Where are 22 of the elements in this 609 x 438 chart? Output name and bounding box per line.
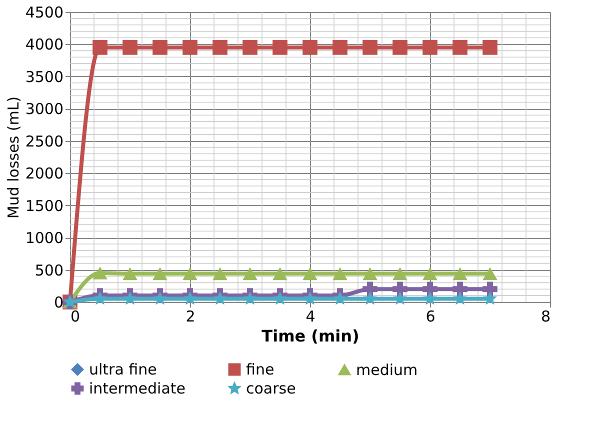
x-tick-label: 2 <box>186 308 196 326</box>
y-tick-label: 1000 <box>25 229 64 248</box>
x-tick-label: 0 <box>70 308 80 326</box>
y-tick-label: 3000 <box>25 100 64 118</box>
y-tick-label: 0 <box>54 294 64 312</box>
x-tick-label: 6 <box>426 308 436 326</box>
x-tick-label: 4 <box>306 308 316 326</box>
y-tick-label: 500 <box>34 261 64 280</box>
x-axis-title: Time (min) <box>262 326 360 346</box>
y-axis-title: Mud losses (mL) <box>4 96 22 219</box>
y-tick-label: 2000 <box>25 164 64 183</box>
legend-label: intermediate <box>89 380 186 398</box>
y-tick-label: 4000 <box>25 36 64 54</box>
y-tick-label: 1500 <box>25 196 64 215</box>
y-tick-label: 2500 <box>25 132 64 150</box>
legend-label: medium <box>356 360 418 379</box>
legend-label: coarse <box>246 380 296 398</box>
legend-label: fine <box>246 360 274 379</box>
legend-label: ultra fine <box>89 360 157 379</box>
x-tick-label: 8 <box>540 308 550 326</box>
y-tick-label: 4500 <box>25 4 64 22</box>
y-tick-label: 3500 <box>25 68 64 86</box>
